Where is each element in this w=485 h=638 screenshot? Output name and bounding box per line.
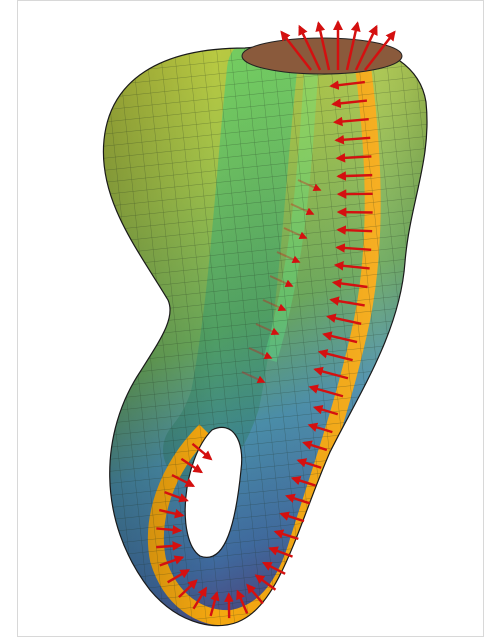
klein-bottle-figure [0, 0, 485, 638]
normal-arrow [338, 230, 372, 231]
page: {} html, body { margin: 0; padding: 0; b… [0, 0, 485, 638]
page-body: (() => { const svg = document.getElement… [0, 0, 485, 638]
normal-arrow [156, 545, 180, 547]
normal-arrow [338, 175, 372, 176]
